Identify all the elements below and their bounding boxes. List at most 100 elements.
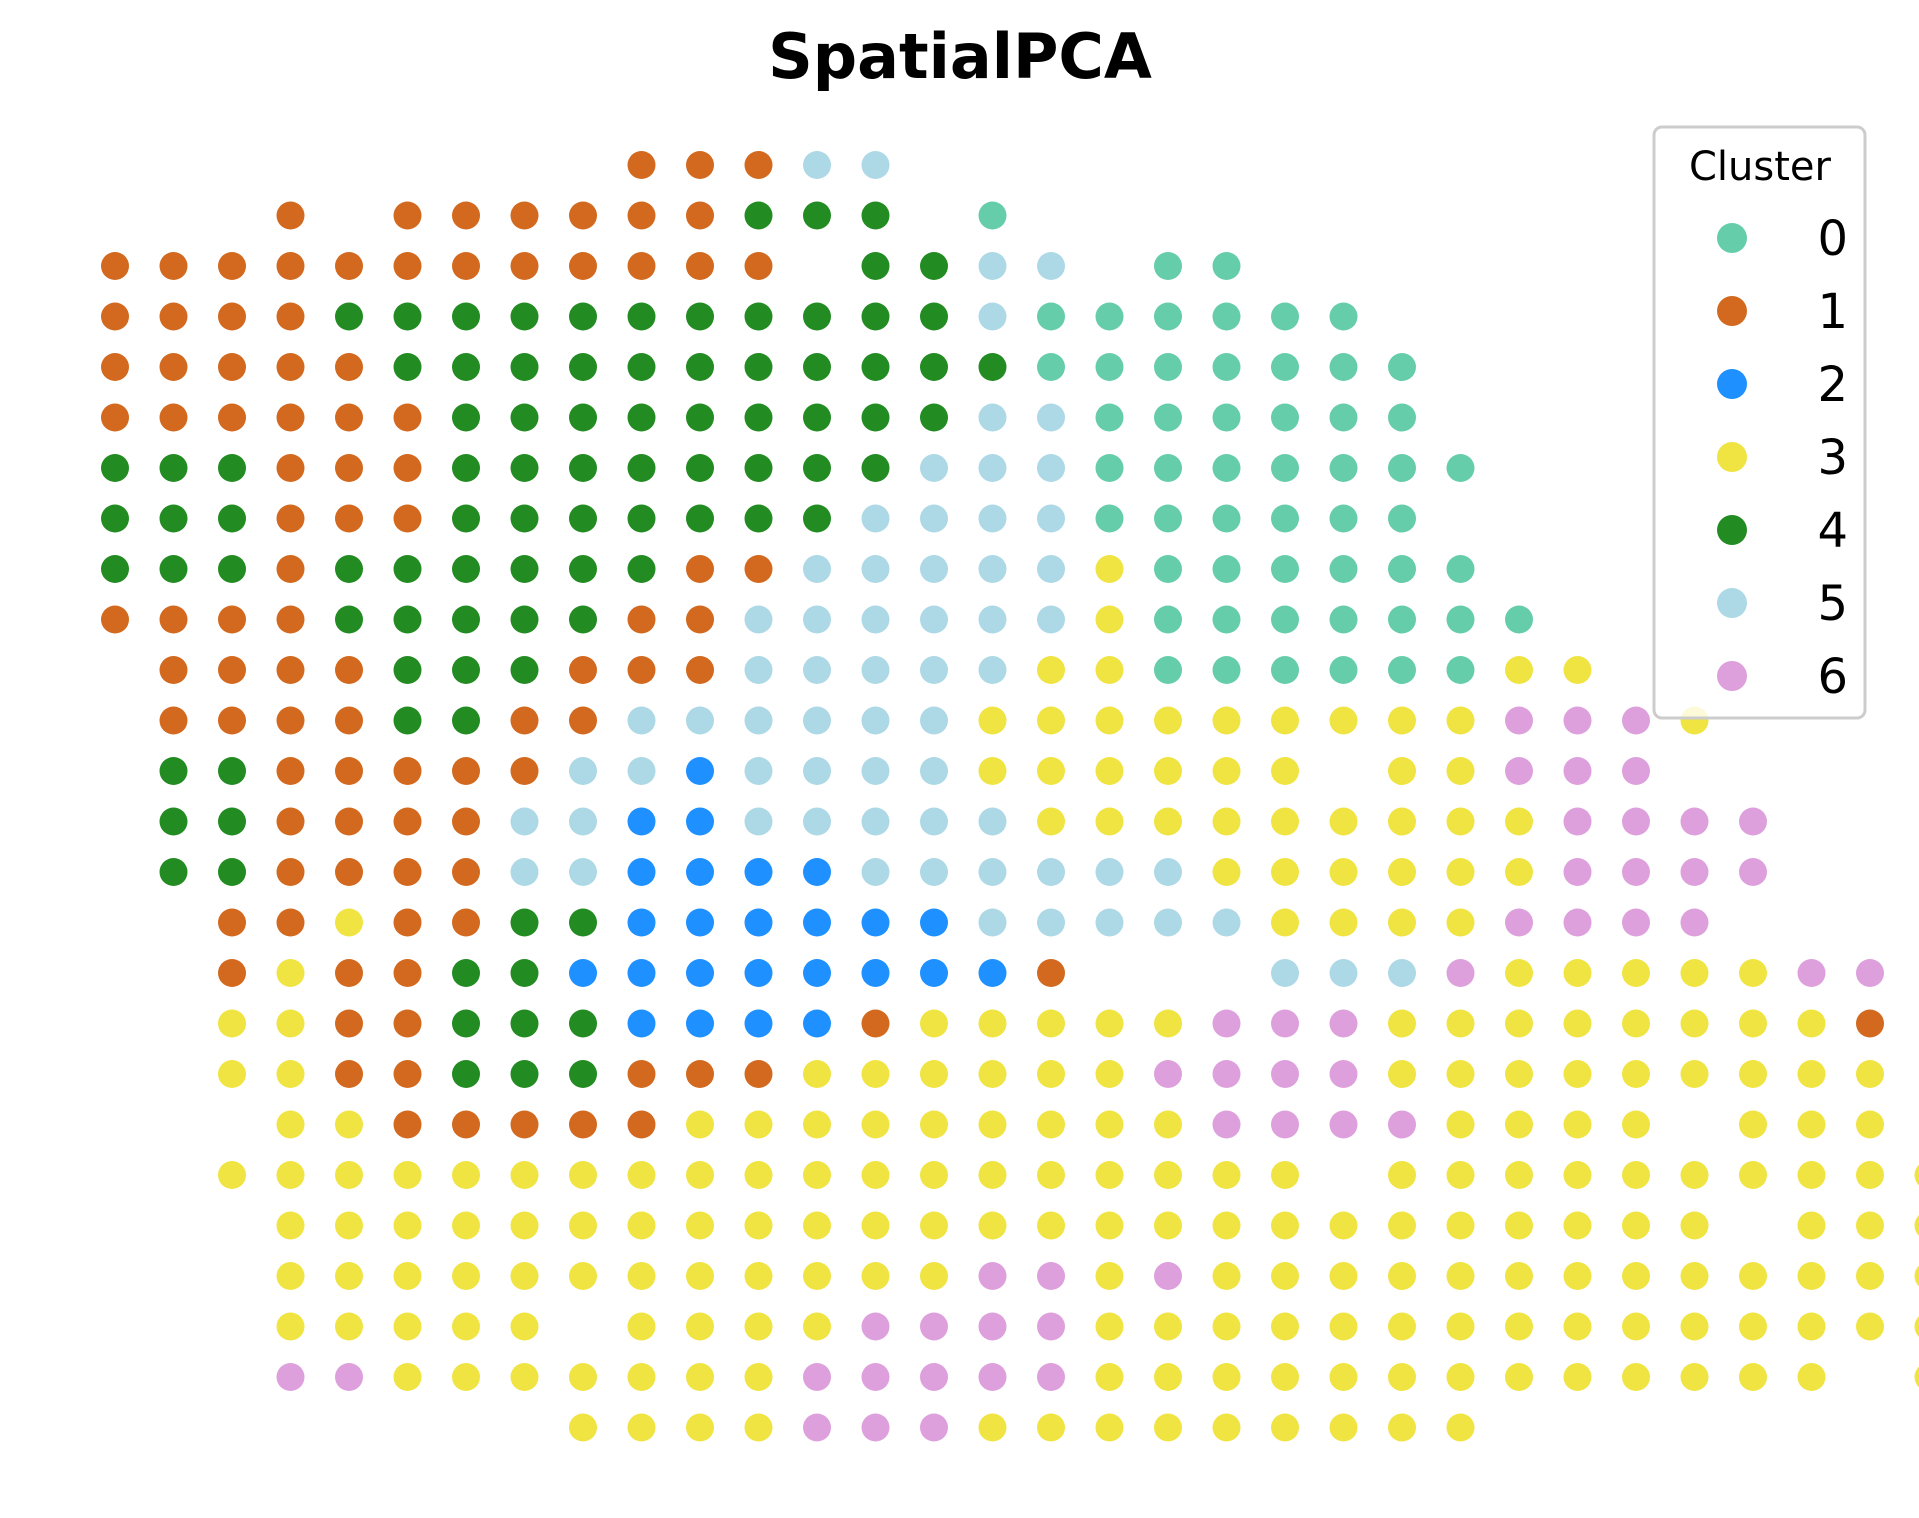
point-cluster-6 [1388,1110,1416,1139]
point-cluster-6 [1622,807,1650,836]
point-cluster-3 [1505,656,1533,684]
point-cluster-1 [276,302,305,331]
point-cluster-4 [627,504,656,533]
point-cluster-5 [1095,858,1124,886]
point-cluster-2 [627,858,656,886]
point-cluster-3 [1446,1211,1475,1240]
point-cluster-1 [569,1110,597,1139]
point-cluster-3 [1329,858,1358,886]
point-cluster-5 [920,656,948,684]
point-cluster-5 [861,656,890,684]
legend: Cluster 0 1 2 3 4 5 6 [1652,125,1867,720]
point-cluster-3 [1505,858,1533,886]
point-cluster-5 [1388,959,1416,987]
point-cluster-3 [1154,1161,1182,1189]
point-cluster-3 [276,1262,305,1290]
point-cluster-0 [1388,656,1416,684]
point-cluster-1 [276,706,305,735]
point-cluster-1 [393,908,422,937]
point-cluster-3 [1212,1211,1241,1240]
point-cluster-3 [1797,1211,1826,1240]
point-cluster-3 [276,1110,305,1139]
point-cluster-2 [627,807,656,836]
point-cluster-3 [803,1110,831,1139]
point-cluster-6 [1037,1262,1065,1290]
point-cluster-1 [218,706,246,735]
point-cluster-5 [1037,504,1065,533]
point-cluster-6 [1680,807,1709,836]
point-cluster-2 [978,959,1007,987]
point-cluster-5 [510,858,539,886]
point-cluster-4 [686,454,714,482]
point-cluster-3 [1154,1110,1182,1139]
point-cluster-0 [1154,403,1182,432]
point-cluster-4 [744,353,773,381]
point-cluster-1 [218,656,246,684]
point-cluster-4 [686,302,714,331]
point-cluster-6 [920,1312,948,1341]
point-cluster-3 [803,1161,831,1189]
point-cluster-6 [1329,1060,1358,1088]
point-cluster-1 [101,252,129,280]
points-layer [101,151,1919,1442]
point-cluster-4 [218,504,246,533]
point-cluster-0 [1154,656,1182,684]
point-cluster-1 [686,201,714,230]
point-cluster-3 [1271,1363,1299,1391]
point-cluster-3 [1212,858,1241,886]
point-cluster-4 [452,403,480,432]
point-cluster-2 [803,959,831,987]
point-cluster-2 [744,858,773,886]
legend-item-1: 1 [1717,284,1848,340]
point-cluster-3 [452,1312,480,1341]
point-cluster-6 [1797,959,1826,987]
point-cluster-2 [686,959,714,987]
point-cluster-5 [627,706,656,735]
point-cluster-3 [1914,1215,1919,1236]
point-cluster-3 [1739,1009,1767,1038]
point-cluster-3 [1680,1262,1709,1290]
point-cluster-2 [686,1009,714,1038]
point-cluster-3 [1212,1161,1241,1189]
point-cluster-0 [1095,302,1124,331]
point-cluster-3 [1154,706,1182,735]
point-cluster-5 [861,757,890,785]
point-cluster-5 [978,555,1007,583]
point-cluster-3 [627,1211,656,1240]
point-cluster-5 [920,706,948,735]
point-cluster-3 [1739,1110,1767,1139]
point-cluster-3 [1271,706,1299,735]
point-cluster-3 [1154,1211,1182,1240]
point-cluster-3 [1446,1110,1475,1139]
point-cluster-3 [627,1363,656,1391]
point-cluster-0 [1271,656,1299,684]
point-cluster-0 [1212,252,1241,280]
point-cluster-2 [627,1009,656,1038]
point-cluster-1 [744,1060,773,1088]
point-cluster-6 [1446,959,1475,987]
point-cluster-4 [452,959,480,987]
point-cluster-3 [1271,1211,1299,1240]
point-cluster-2 [744,908,773,937]
point-cluster-1 [101,605,129,634]
point-cluster-1 [510,706,539,735]
point-cluster-5 [803,605,831,634]
point-cluster-1 [569,706,597,735]
point-cluster-2 [920,908,948,937]
point-cluster-3 [1505,1060,1533,1088]
point-cluster-0 [1095,403,1124,432]
point-cluster-3 [335,1110,363,1139]
point-cluster-1 [101,403,129,432]
point-cluster-0 [1329,302,1358,331]
point-cluster-4 [686,504,714,533]
point-cluster-1 [686,151,714,179]
point-cluster-3 [803,1211,831,1240]
point-cluster-0 [1446,555,1475,583]
point-cluster-1 [276,858,305,886]
point-cluster-5 [920,504,948,533]
point-cluster-1 [686,252,714,280]
point-cluster-1 [393,1060,422,1088]
legend-marker-0 [1717,223,1747,253]
point-cluster-1 [276,201,305,230]
point-cluster-1 [452,807,480,836]
